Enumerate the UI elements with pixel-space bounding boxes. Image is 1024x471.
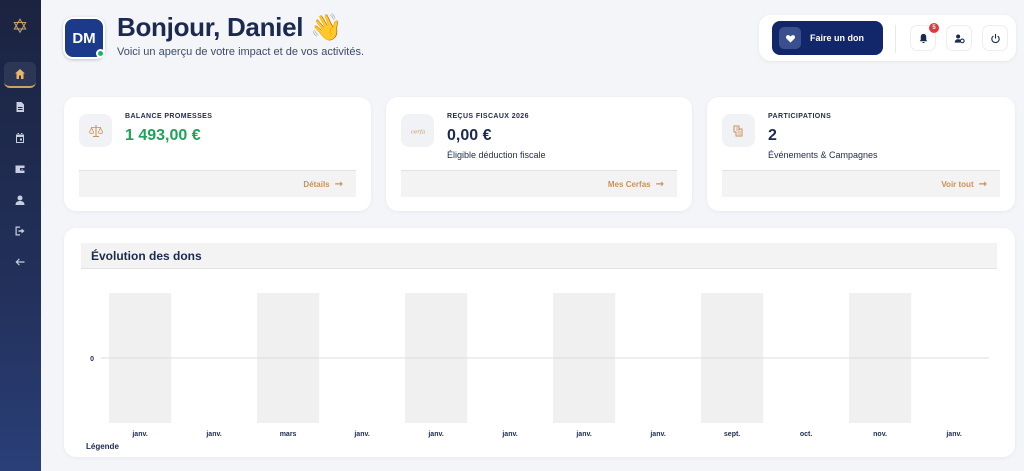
card-value: 2: [768, 127, 777, 144]
card-description: Éligible déduction fiscale: [447, 150, 546, 160]
svg-text:cerfa: cerfa: [410, 129, 424, 135]
user-settings-icon: [954, 33, 965, 43]
sidebar-item-calendar[interactable]: [4, 125, 36, 151]
card-participations: PARTICIPATIONS 2 Événements & Campagnes …: [707, 97, 1015, 211]
chart-legend[interactable]: Légende: [86, 442, 119, 451]
arrow-right-icon: →: [655, 178, 664, 190]
x-tick-label: sept.: [724, 431, 740, 438]
x-tick-label: nov.: [873, 431, 887, 438]
home-icon: [15, 69, 25, 79]
card-label: REÇUS FISCAUX 2026: [447, 113, 529, 120]
x-tick-label: janv.: [501, 431, 517, 438]
hands-icon: [722, 114, 755, 147]
sidebar-item-back[interactable]: [4, 249, 36, 275]
arrow-right-icon: →: [978, 178, 987, 190]
see-all-link-label: Voir tout: [941, 179, 974, 189]
see-all-link[interactable]: Voir tout →: [722, 170, 1000, 197]
document-icon: [16, 102, 24, 112]
cerfa-logo-icon: cerfa: [401, 114, 434, 147]
sidebar-item-logout[interactable]: [4, 218, 36, 244]
donate-button-label: Faire un don: [810, 33, 864, 43]
notification-count-badge: 5: [929, 23, 939, 33]
x-tick-label: janv.: [945, 431, 961, 438]
card-balance-promesses: BALANCE PROMESSES 1 493,00 € Détails →: [64, 97, 371, 211]
bell-icon: [919, 33, 927, 43]
power-button[interactable]: [982, 25, 1008, 51]
user-icon: [15, 195, 25, 205]
x-tick-label: mars: [280, 431, 297, 438]
avatar[interactable]: DM: [63, 17, 105, 59]
wallet-icon: [15, 165, 25, 173]
page-title: Bonjour, Daniel 👋: [117, 12, 343, 42]
scale-icon: [79, 114, 112, 147]
y-tick-label: 0: [90, 356, 94, 363]
arrow-right-icon: →: [334, 178, 343, 190]
x-tick-label: oct.: [800, 431, 813, 438]
sidebar-item-home[interactable]: [4, 62, 36, 88]
x-tick-label: janv.: [131, 431, 147, 438]
donate-button[interactable]: Faire un don: [772, 21, 883, 55]
sidebar: ✡: [0, 0, 41, 471]
x-tick-label: janv.: [649, 431, 665, 438]
page-subtitle: Voici un aperçu de votre impact et de vo…: [117, 46, 365, 58]
card-label: PARTICIPATIONS: [768, 113, 832, 120]
account-settings-button[interactable]: [946, 25, 972, 51]
logout-icon: [15, 226, 25, 236]
cerfas-link-label: Mes Cerfas: [607, 179, 651, 189]
star-of-david-logo: ✡: [11, 14, 29, 38]
action-divider: [895, 25, 896, 53]
chart-header: [81, 243, 997, 269]
x-tick-label: janv.: [575, 431, 591, 438]
card-recus-fiscaux: cerfa REÇUS FISCAUX 2026 0,00 € Éligible…: [386, 97, 692, 211]
online-status-dot: [96, 49, 105, 58]
cerfas-link[interactable]: Mes Cerfas →: [401, 170, 677, 197]
donations-bar-chart: 0 janv. janv. mars janv. janv. janv. janv. janv.…: [90, 293, 989, 438]
sidebar-item-profile[interactable]: [4, 187, 36, 213]
card-label: BALANCE PROMESSES: [125, 113, 213, 120]
card-description: Événements & Campagnes: [768, 150, 878, 160]
calendar-icon: [16, 133, 24, 143]
heart-icon: [779, 27, 801, 49]
chart-title: Évolution des dons: [91, 249, 202, 263]
card-value: 0,00 €: [447, 127, 492, 144]
power-icon: [990, 33, 1000, 43]
card-value: 1 493,00 €: [125, 127, 201, 144]
sidebar-item-wallet[interactable]: [4, 156, 36, 182]
details-link[interactable]: Détails →: [79, 170, 356, 197]
x-tick-label: janv.: [427, 431, 443, 438]
sidebar-item-documents[interactable]: [4, 94, 36, 120]
details-link-label: Détails: [303, 179, 330, 189]
x-tick-label: janv.: [353, 431, 369, 438]
x-tick-label: janv.: [205, 431, 221, 438]
arrow-left-icon: [15, 258, 25, 266]
